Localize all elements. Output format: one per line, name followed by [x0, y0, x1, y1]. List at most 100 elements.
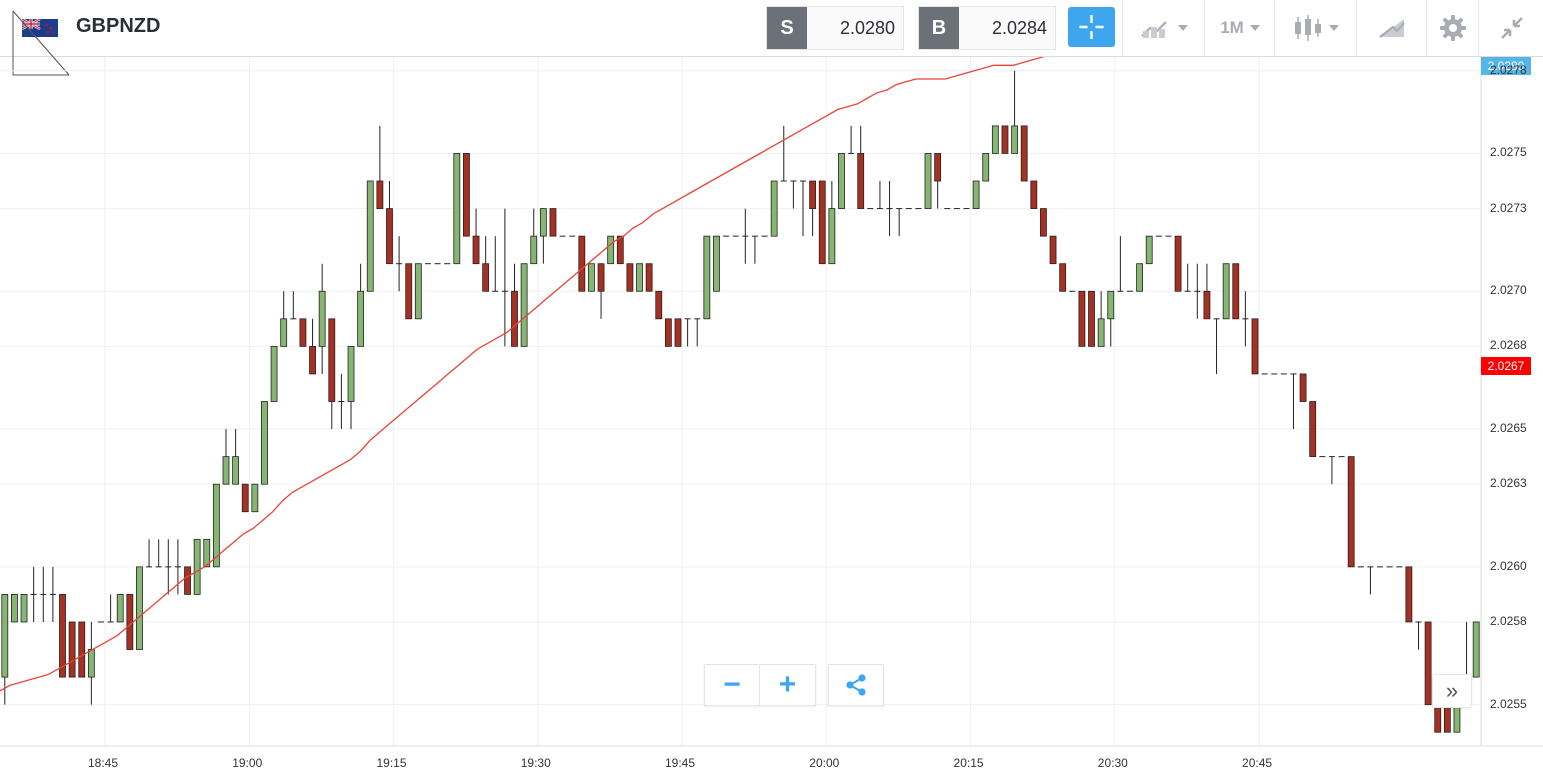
- candle-body: [818, 180, 826, 265]
- price-axis-label: 2.0255: [1490, 696, 1527, 711]
- candle-body: [972, 180, 980, 209]
- candle-body: [222, 456, 230, 485]
- zoom-in-button[interactable]: +: [760, 665, 815, 705]
- candle-body: [1, 594, 9, 678]
- candle-body: [203, 538, 211, 568]
- timeframe-button[interactable]: 1M: [1204, 0, 1275, 56]
- time-axis-label: 18:45: [88, 756, 119, 770]
- chart-corner-marker: [12, 10, 70, 76]
- candle-body: [1059, 263, 1067, 292]
- candle-body: [318, 290, 326, 347]
- share-button[interactable]: [828, 664, 884, 706]
- candle-body: [472, 235, 480, 265]
- candle-body: [1145, 235, 1153, 265]
- candle-body: [713, 235, 720, 292]
- sell-quote[interactable]: S 2.0280: [766, 6, 904, 50]
- candle-body: [539, 208, 547, 237]
- candle-body: [655, 290, 663, 320]
- candle-body: [1405, 566, 1413, 623]
- share-icon: [846, 674, 866, 696]
- candle-body: [78, 621, 86, 678]
- candle-body: [405, 263, 413, 320]
- drawing-tools-icon: [1379, 19, 1405, 38]
- candle-body: [1222, 263, 1230, 320]
- candle-body: [241, 483, 249, 513]
- buy-quote[interactable]: B 2.0284: [918, 6, 1056, 50]
- candle-body: [934, 153, 942, 182]
- candle-body: [636, 263, 643, 292]
- chart-type-icon: [1141, 21, 1167, 38]
- sell-price[interactable]: 2.0280: [807, 7, 903, 49]
- price-axis-label: 2.0258: [1490, 613, 1527, 628]
- candle-body: [366, 180, 374, 292]
- price-axis-label: 2.0278: [1490, 62, 1527, 77]
- candle-body: [376, 180, 384, 209]
- zoom-controls: − +: [704, 664, 816, 706]
- price-axis-label: 2.0260: [1490, 558, 1527, 573]
- scroll-right-button[interactable]: »: [1432, 674, 1472, 708]
- candle-body: [1434, 704, 1442, 733]
- candle-body: [982, 153, 990, 182]
- candle-body: [1078, 290, 1086, 347]
- candle-body: [674, 318, 682, 347]
- time-axis-label: 20:00: [809, 756, 840, 770]
- candle-body: [309, 345, 316, 375]
- zoom-out-button[interactable]: −: [705, 665, 760, 705]
- candle-body: [597, 263, 605, 292]
- price-axis-label: 2.0270: [1490, 283, 1527, 298]
- candle-body: [386, 208, 393, 265]
- candle-body: [1020, 125, 1028, 182]
- candle-body: [1251, 318, 1259, 375]
- candle-body: [193, 538, 201, 595]
- candle-body: [1136, 263, 1144, 292]
- candle-body: [857, 153, 865, 209]
- candle-body: [1299, 373, 1307, 402]
- minus-icon: −: [723, 668, 741, 701]
- candle-body: [991, 125, 999, 154]
- candle-body: [1030, 180, 1038, 209]
- candle-body: [280, 318, 288, 347]
- candle-body: [357, 290, 365, 347]
- sell-label[interactable]: S: [767, 7, 807, 49]
- chevron-down-icon: [1249, 25, 1260, 31]
- collapse-icon: [1500, 17, 1523, 39]
- candle-body: [68, 621, 76, 678]
- candle-body: [328, 318, 336, 402]
- candle-body: [1049, 235, 1057, 265]
- plus-icon: +: [778, 668, 797, 701]
- candle-body: [299, 318, 307, 347]
- time-axis-label: 20:30: [1097, 756, 1128, 770]
- current-price-tag: 2.0267: [1481, 357, 1531, 375]
- candle-body: [1203, 290, 1211, 320]
- price-axis-label: 2.0263: [1490, 476, 1527, 491]
- candle-body: [1232, 263, 1240, 320]
- double-chevron-right-icon: »: [1445, 678, 1459, 703]
- collapse-button[interactable]: [1478, 0, 1543, 56]
- instrument-symbol[interactable]: GBPNZD: [76, 15, 161, 37]
- candle-style-button[interactable]: [1274, 0, 1357, 56]
- drawing-tools-button[interactable]: [1356, 0, 1427, 56]
- candle-body: [607, 235, 615, 265]
- settings-button[interactable]: [1426, 0, 1479, 56]
- candlestick-icon: [1295, 15, 1321, 41]
- candle-body: [770, 180, 778, 237]
- candle-body: [261, 401, 268, 485]
- candle-body: [126, 594, 134, 650]
- chart-type-button[interactable]: [1122, 0, 1205, 56]
- chevron-down-icon: [1329, 25, 1339, 31]
- time-axis-label: 20:15: [953, 756, 984, 770]
- buy-price[interactable]: 2.0284: [959, 7, 1055, 49]
- price-axis-label: 2.0275: [1490, 145, 1527, 160]
- candle-body: [463, 153, 470, 237]
- buy-label[interactable]: B: [919, 7, 959, 49]
- price-axis-label: 2.0273: [1490, 200, 1527, 215]
- candle-body: [20, 594, 28, 623]
- candle-body: [184, 566, 191, 595]
- candle-body: [1097, 318, 1105, 347]
- chevron-down-icon: [1178, 25, 1188, 31]
- crosshair-button[interactable]: [1068, 7, 1115, 47]
- candle-body: [136, 566, 143, 650]
- ask-price-tag: 2.0280: [1481, 57, 1531, 75]
- candle-body: [1001, 125, 1009, 154]
- candle-body: [87, 649, 95, 678]
